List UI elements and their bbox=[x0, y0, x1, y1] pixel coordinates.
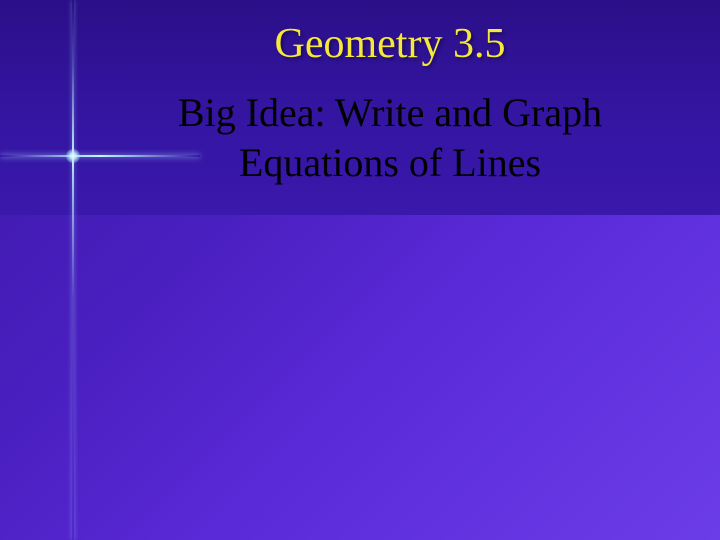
slide-subtitle: Big Idea: Write and Graph Equations of L… bbox=[100, 88, 680, 188]
slide-title: Geometry 3.5 bbox=[100, 20, 680, 68]
slide-content: Geometry 3.5 Big Idea: Write and Graph E… bbox=[100, 20, 680, 188]
presentation-slide: Geometry 3.5 Big Idea: Write and Graph E… bbox=[0, 0, 720, 540]
